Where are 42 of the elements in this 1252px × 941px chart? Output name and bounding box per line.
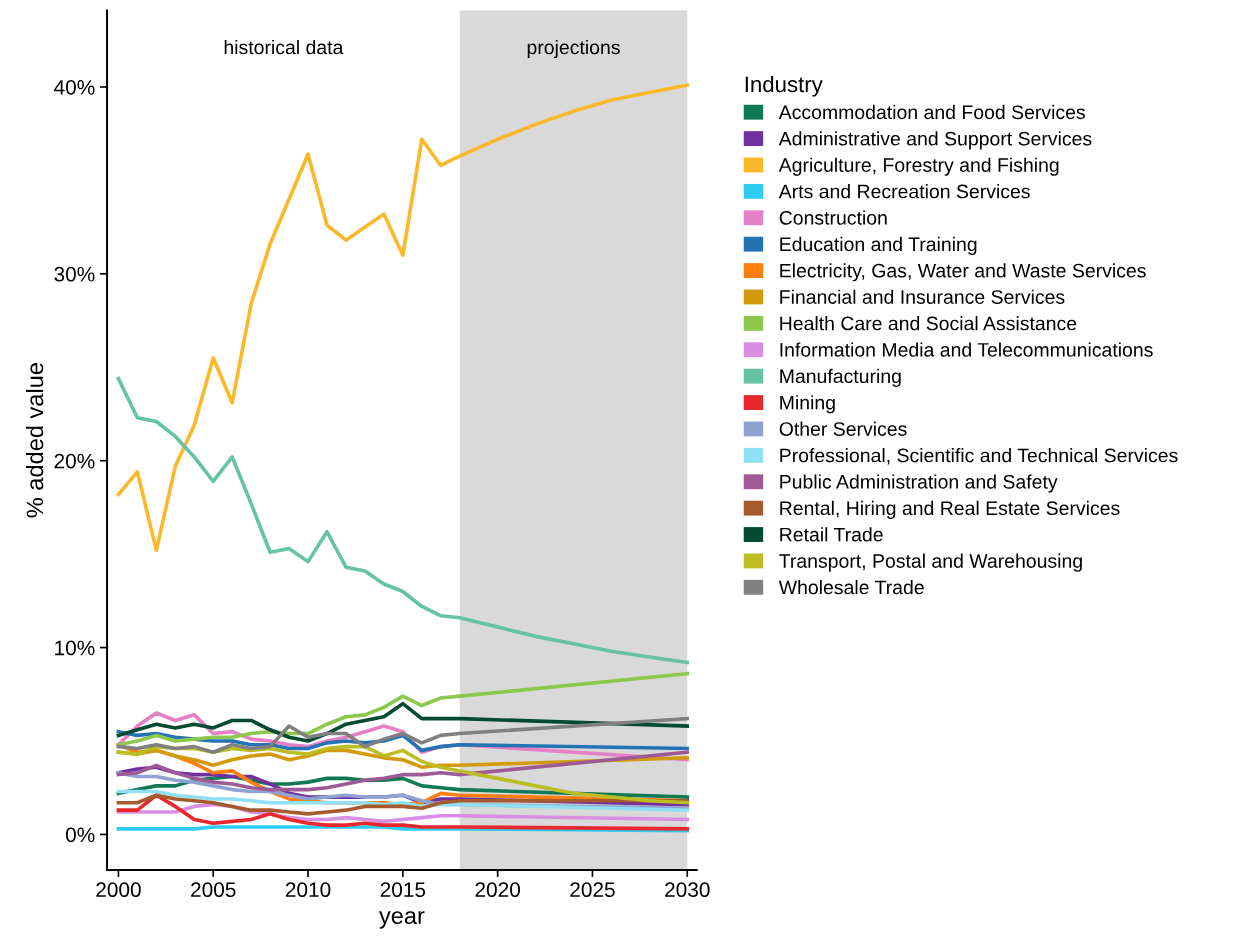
x-axis-title: year [378,911,425,929]
x-tick-label: 2005 [191,882,236,898]
legend-label: Health Care and Social Assistance [780,316,1077,331]
legend-label: Arts and Recreation Services [778,184,1030,199]
y-tick-label: 20% [54,453,95,469]
legend-label: Manufacturing [780,368,901,387]
y-tick-label: 30% [54,266,95,282]
annotation: historical data [224,39,344,55]
x-tick-label: 2025 [570,882,615,898]
legend-label: Professional, Scientific and Technical Services [780,448,1178,465]
y-axis-title: % added value [25,363,44,518]
line-series [116,376,690,665]
y-tick-label: 0% [65,827,95,843]
legend-label: Construction [779,210,887,225]
x-tick-label: 2030 [665,882,710,898]
legend-label: Rental, Hiring and Real Estate Services [780,500,1120,519]
line-series [116,701,690,743]
legend-label: Mining [780,395,835,414]
line-series [116,671,690,747]
legend-label: Other Services [779,421,907,436]
legend-label: Administrative and Support Services [778,131,1092,150]
legend-label: Public Administration and Safety [780,474,1058,493]
x-tick-label: 2010 [285,882,331,898]
x-tick-label: 2000 [96,882,141,898]
legend-label: Agriculture, Forestry and Fishing [778,157,1059,176]
x-tick-label: 2015 [380,882,426,898]
x-tick-label: 2020 [475,882,521,898]
legend-label: Wholesale Trade [778,579,924,595]
legend-title: Industry [745,75,823,97]
legend-label: Education and Training [780,236,977,255]
band-label: projections [527,39,620,59]
legend-label: Information Media and Telecommunications [780,342,1153,357]
legend-label: Electricity, Gas, Water and Waste Services [780,263,1146,282]
legend-label: Financial and Insurance Services [780,289,1065,304]
legend-label: Transport, Postal and Warehousing [779,553,1082,572]
line-series [116,716,690,755]
legend-label: Accommodation and Food Services [778,104,1085,120]
line-series [116,750,690,792]
legend-label: Retail Trade [780,527,883,542]
y-tick-label: 10% [55,640,95,656]
line-series [116,83,690,553]
y-tick-label: 40% [54,79,95,95]
